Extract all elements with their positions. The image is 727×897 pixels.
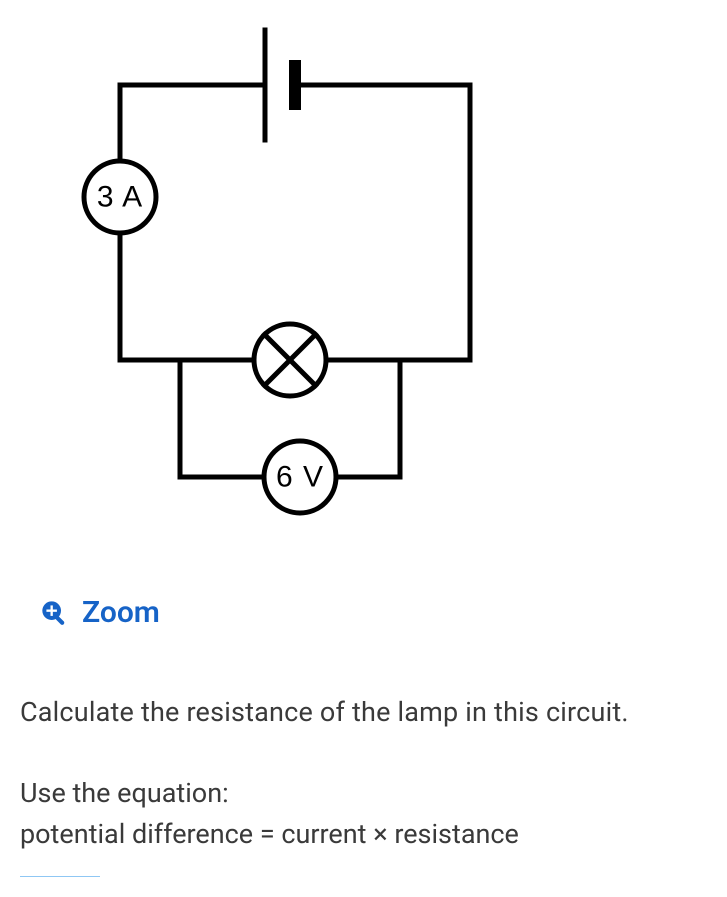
zoom-label: Zoom [82,595,160,630]
zoom-in-icon [40,599,68,627]
page-root: 3 A 6 V Zoom Calculate the resistance of … [0,0,727,897]
multiply-icon: × [373,818,387,850]
equation-mid: current [281,818,366,850]
equation-prompt: Use the equation: [20,773,707,815]
zoom-button[interactable]: Zoom [40,595,707,630]
equation-rhs: resistance [394,818,519,850]
svg-text:6 V: 6 V [276,461,324,494]
equation-block: Use the equation: potential difference =… [20,773,707,857]
question-text: Calculate the resistance of the lamp in … [20,692,707,733]
svg-text:3 A: 3 A [97,181,143,214]
equation-lhs: potential difference [20,818,253,850]
equation-equals: = [260,818,275,850]
circuit-svg: 3 A 6 V [20,0,520,530]
equation-line: potential difference = current × resista… [20,814,707,856]
accent-rule [20,876,100,877]
circuit-diagram: 3 A 6 V [20,0,707,530]
